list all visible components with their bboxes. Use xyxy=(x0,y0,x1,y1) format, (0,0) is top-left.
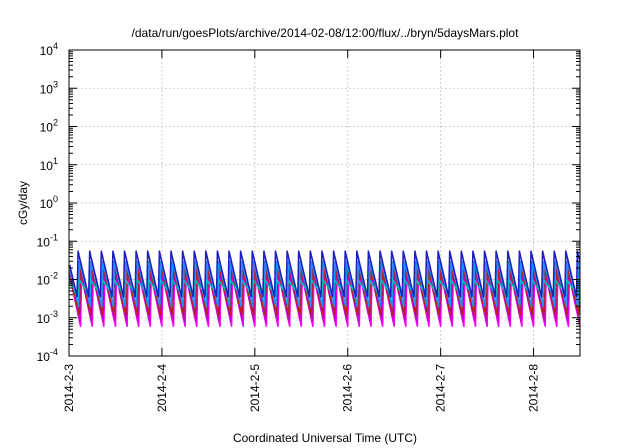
series-line xyxy=(68,250,581,298)
x-tick-label: 2014-2-7 xyxy=(434,364,448,412)
y-tick-label: 101 xyxy=(40,156,58,173)
x-tick-label: 2014-2-6 xyxy=(341,364,355,412)
x-tick-label: 2014-2-5 xyxy=(248,364,262,412)
series-line xyxy=(69,260,581,307)
y-tick-label: 103 xyxy=(40,79,58,96)
y-tick-label: 10-1 xyxy=(37,232,58,249)
x-axis-label: Coordinated Universal Time (UTC) xyxy=(233,431,417,445)
x-tick-label: 2014-2-8 xyxy=(527,364,541,412)
data-series xyxy=(68,250,581,327)
x-tick-label: 2014-2-4 xyxy=(155,364,169,412)
y-tick-label: 10-2 xyxy=(37,271,58,288)
x-axis: 2014-2-3 2014-2-4 2014-2-5 2014-2-6 2014-2-7… xyxy=(62,50,541,412)
y-tick-label: 100 xyxy=(40,194,58,211)
y-tick-label: 10-4 xyxy=(37,347,58,364)
y-axis-label: cGy/day xyxy=(16,181,30,225)
x-tick-label: 2014-2-3 xyxy=(62,364,76,412)
chart-title: /data/run/goesPlots/archive/2014-02-08/1… xyxy=(132,26,520,40)
y-tick-label: 104 xyxy=(40,41,58,58)
y-tick-label: 102 xyxy=(40,118,58,135)
y-tick-label: 10-3 xyxy=(37,309,58,326)
y-axis: 10-4 10-3 10-2 10-1 100 101 102 103 104 xyxy=(37,41,580,364)
